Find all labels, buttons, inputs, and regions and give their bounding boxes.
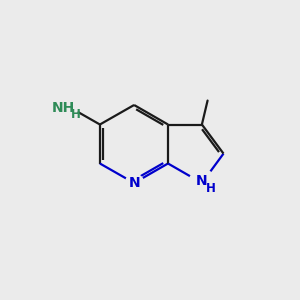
- Text: N: N: [128, 176, 140, 190]
- Text: N: N: [196, 174, 207, 188]
- Text: NH: NH: [51, 101, 75, 115]
- Text: H: H: [70, 108, 80, 121]
- Text: H: H: [206, 182, 216, 195]
